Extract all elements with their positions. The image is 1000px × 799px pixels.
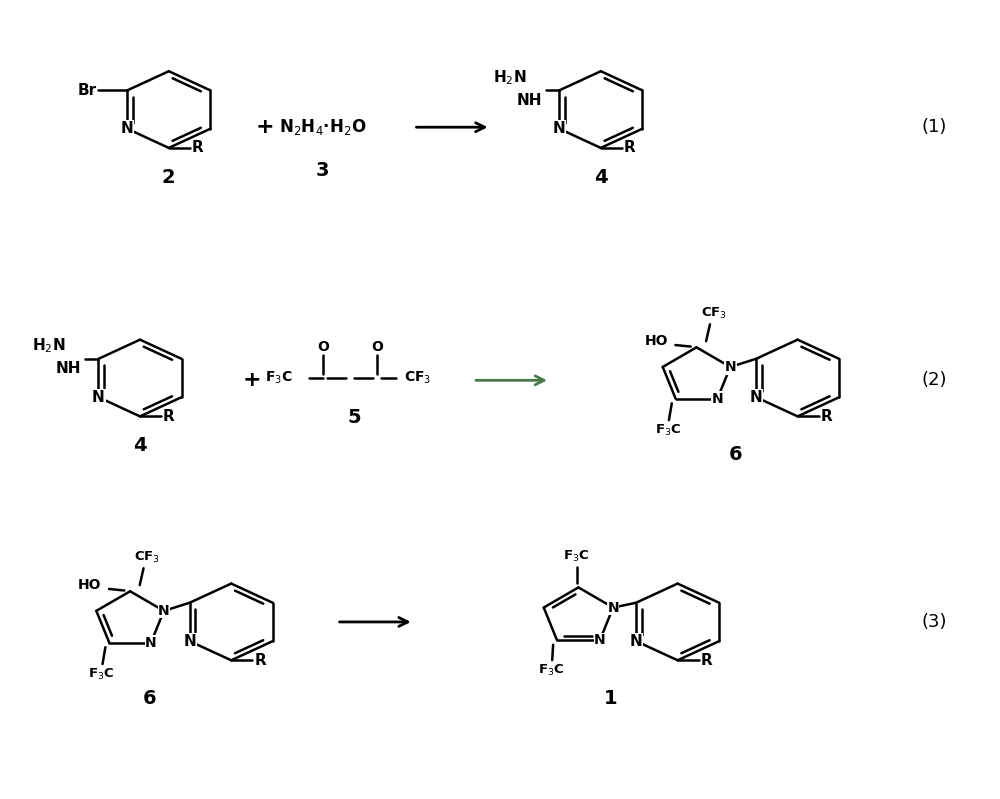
Text: N: N <box>158 604 170 618</box>
Text: N: N <box>712 392 723 406</box>
Text: N: N <box>724 360 736 374</box>
Text: F$_3$C: F$_3$C <box>655 423 681 439</box>
Text: (1): (1) <box>921 118 947 136</box>
Text: R: R <box>254 653 266 668</box>
Text: Br: Br <box>77 83 97 98</box>
Text: NH: NH <box>516 93 542 108</box>
Text: (2): (2) <box>921 372 947 389</box>
Text: R: R <box>192 141 204 156</box>
Text: HO: HO <box>644 334 668 348</box>
Text: N: N <box>183 634 196 649</box>
Text: 1: 1 <box>604 690 617 708</box>
Text: R: R <box>821 409 832 424</box>
Text: 6: 6 <box>728 445 742 464</box>
Text: 4: 4 <box>594 168 608 186</box>
Text: R: R <box>163 409 175 424</box>
Text: H$_2$N: H$_2$N <box>493 68 527 87</box>
Text: N: N <box>145 635 157 650</box>
Text: 6: 6 <box>143 690 156 708</box>
Text: +: + <box>255 117 274 137</box>
Text: CF$_3$: CF$_3$ <box>701 306 727 321</box>
Text: R: R <box>701 653 712 668</box>
Text: N: N <box>630 634 642 649</box>
Text: F$_3$C: F$_3$C <box>538 663 564 678</box>
Text: 5: 5 <box>348 408 361 427</box>
Text: N: N <box>92 390 105 405</box>
Text: +: + <box>243 370 262 391</box>
Text: N: N <box>594 633 606 647</box>
Text: (3): (3) <box>921 613 947 631</box>
Text: N: N <box>607 601 619 614</box>
Text: H$_2$N: H$_2$N <box>32 336 66 356</box>
Text: N: N <box>553 121 566 137</box>
Text: 2: 2 <box>162 168 176 186</box>
Text: F$_3$C: F$_3$C <box>88 667 115 682</box>
Text: HO: HO <box>78 578 102 592</box>
Text: CF$_3$: CF$_3$ <box>134 550 160 565</box>
Text: N$_2$H$_4$·H$_2$O: N$_2$H$_4$·H$_2$O <box>279 117 366 137</box>
Text: N: N <box>121 121 134 137</box>
Text: 3: 3 <box>316 161 329 180</box>
Text: F$_3$C: F$_3$C <box>265 370 293 386</box>
Text: F$_3$C: F$_3$C <box>563 549 590 564</box>
Text: O: O <box>317 340 329 354</box>
Text: N: N <box>750 390 762 405</box>
Text: CF$_3$: CF$_3$ <box>404 370 431 386</box>
Text: NH: NH <box>56 361 81 376</box>
Text: O: O <box>371 340 383 354</box>
Text: 4: 4 <box>133 436 147 455</box>
Text: R: R <box>624 141 636 156</box>
